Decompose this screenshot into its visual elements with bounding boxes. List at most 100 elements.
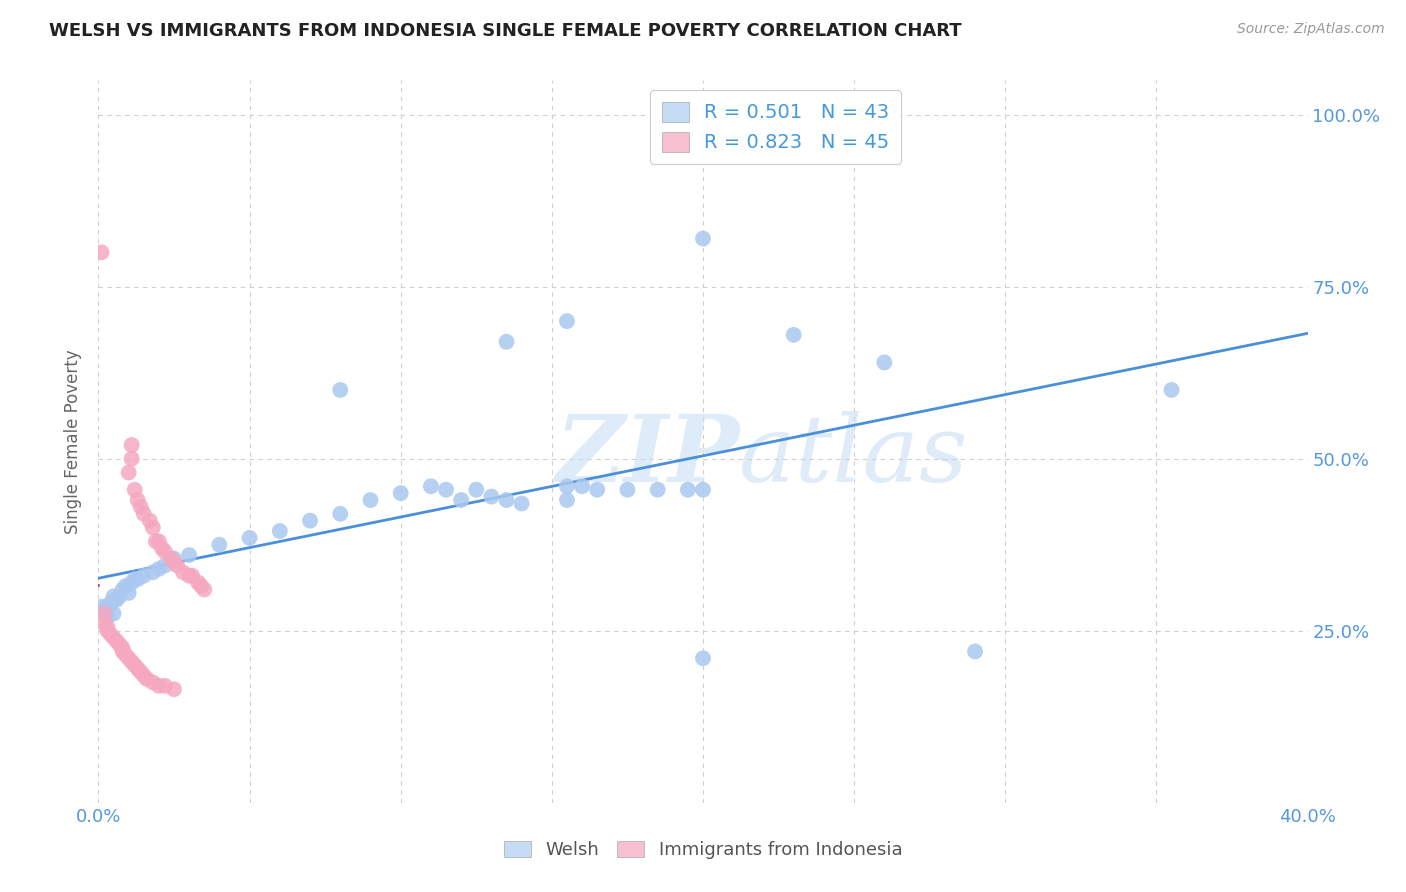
Point bbox=[100, 596, 122, 610]
Point bbox=[105, 592, 128, 607]
Point bbox=[118, 651, 141, 665]
Point bbox=[166, 558, 188, 573]
Point bbox=[132, 668, 155, 682]
Text: WELSH VS IMMIGRANTS FROM INDONESIA SINGLE FEMALE POVERTY CORRELATION CHART: WELSH VS IMMIGRANTS FROM INDONESIA SINGL… bbox=[49, 22, 962, 40]
Point bbox=[148, 534, 170, 549]
Point bbox=[132, 568, 155, 582]
Point bbox=[153, 679, 176, 693]
Point bbox=[676, 483, 699, 497]
Point bbox=[586, 483, 609, 497]
Point bbox=[329, 383, 352, 397]
Point bbox=[96, 610, 118, 624]
Point bbox=[145, 534, 167, 549]
Point bbox=[93, 616, 115, 631]
Point bbox=[121, 451, 143, 466]
Point bbox=[118, 586, 141, 600]
Point bbox=[108, 638, 131, 652]
Point bbox=[299, 514, 322, 528]
Point bbox=[269, 524, 291, 538]
Point bbox=[571, 479, 593, 493]
Point bbox=[142, 675, 165, 690]
Point bbox=[190, 579, 212, 593]
Point bbox=[555, 493, 578, 508]
Point bbox=[555, 479, 578, 493]
Point bbox=[965, 644, 987, 658]
Point bbox=[124, 572, 146, 586]
Point bbox=[103, 607, 125, 621]
Point bbox=[160, 551, 183, 566]
Point bbox=[124, 658, 146, 673]
Point bbox=[783, 327, 806, 342]
Point bbox=[495, 493, 517, 508]
Point bbox=[96, 599, 118, 614]
Point bbox=[172, 566, 194, 580]
Point bbox=[103, 590, 125, 604]
Point bbox=[481, 490, 503, 504]
Point bbox=[129, 665, 152, 679]
Point bbox=[148, 679, 170, 693]
Text: ZIP: ZIP bbox=[555, 411, 740, 501]
Point bbox=[692, 231, 714, 245]
Point bbox=[510, 496, 533, 510]
Point bbox=[114, 579, 136, 593]
Text: Source: ZipAtlas.com: Source: ZipAtlas.com bbox=[1237, 22, 1385, 37]
Point bbox=[111, 640, 134, 655]
Point bbox=[93, 607, 115, 621]
Point bbox=[135, 672, 157, 686]
Text: atlas: atlas bbox=[740, 411, 969, 501]
Point bbox=[434, 483, 457, 497]
Point bbox=[93, 607, 115, 621]
Point bbox=[420, 479, 443, 493]
Legend: Welsh, Immigrants from Indonesia: Welsh, Immigrants from Indonesia bbox=[496, 833, 910, 866]
Point bbox=[208, 538, 231, 552]
Point bbox=[90, 245, 112, 260]
Point bbox=[90, 599, 112, 614]
Point bbox=[163, 555, 186, 569]
Point bbox=[103, 631, 125, 645]
Point bbox=[150, 541, 173, 556]
Point bbox=[108, 590, 131, 604]
Point bbox=[96, 624, 118, 638]
Point bbox=[132, 507, 155, 521]
Point bbox=[616, 483, 638, 497]
Point bbox=[329, 507, 352, 521]
Y-axis label: Single Female Poverty: Single Female Poverty bbox=[65, 350, 83, 533]
Point bbox=[465, 483, 488, 497]
Point bbox=[153, 558, 176, 573]
Point bbox=[142, 566, 165, 580]
Point bbox=[139, 514, 162, 528]
Point bbox=[181, 568, 204, 582]
Point bbox=[96, 620, 118, 634]
Point bbox=[647, 483, 669, 497]
Point bbox=[163, 551, 186, 566]
Point bbox=[111, 582, 134, 597]
Point bbox=[239, 531, 262, 545]
Point bbox=[873, 355, 896, 369]
Point bbox=[105, 634, 128, 648]
Point bbox=[555, 314, 578, 328]
Point bbox=[450, 493, 472, 508]
Point bbox=[118, 466, 141, 480]
Point bbox=[100, 627, 122, 641]
Point bbox=[148, 562, 170, 576]
Point bbox=[360, 493, 382, 508]
Point bbox=[124, 483, 146, 497]
Point bbox=[121, 438, 143, 452]
Point bbox=[111, 644, 134, 658]
Point bbox=[127, 493, 149, 508]
Point bbox=[129, 500, 152, 514]
Point bbox=[1160, 383, 1182, 397]
Point bbox=[495, 334, 517, 349]
Point bbox=[179, 568, 201, 582]
Point bbox=[163, 682, 186, 697]
Point bbox=[121, 575, 143, 590]
Point bbox=[692, 651, 714, 665]
Point bbox=[193, 582, 215, 597]
Point bbox=[142, 520, 165, 534]
Point bbox=[114, 648, 136, 662]
Point bbox=[389, 486, 412, 500]
Point bbox=[127, 662, 149, 676]
Point bbox=[179, 548, 201, 562]
Point bbox=[153, 544, 176, 558]
Point bbox=[692, 483, 714, 497]
